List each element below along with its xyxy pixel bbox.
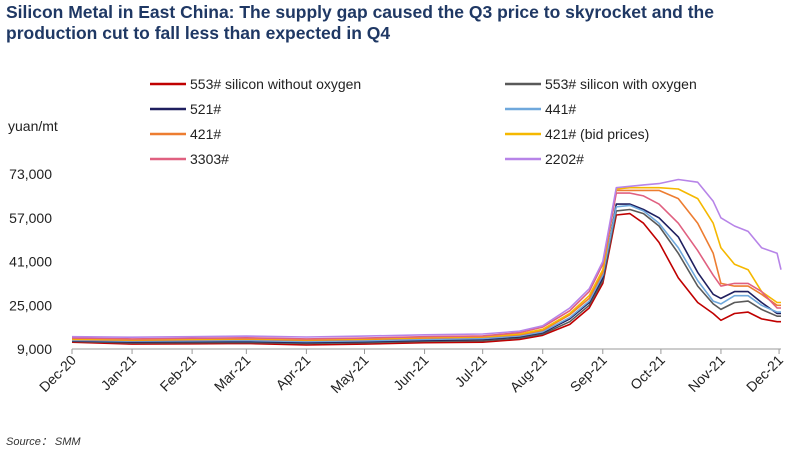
x-tick-label: Aug-21	[507, 352, 550, 395]
y-tick-label: 25,000	[9, 297, 52, 313]
plot-area	[71, 178, 782, 346]
x-tick-label: Dec-20	[36, 352, 79, 395]
x-tick-label: Oct-21	[627, 352, 668, 393]
legend-label: 553# silicon with oxygen	[545, 76, 697, 92]
x-tick-label: Jul-21	[452, 352, 490, 390]
legend-label: 441#	[545, 101, 576, 117]
series-line-8	[71, 178, 782, 339]
legend-label: 421# (bid prices)	[545, 126, 649, 142]
chart-legend: 553# silicon without oxygen 553# silicon …	[150, 76, 697, 167]
x-tick-label: Nov-21	[685, 352, 728, 395]
x-tick-label: Apr-21	[272, 352, 313, 393]
series-line-3	[71, 203, 781, 344]
y-axis-unit-label: yuan/mt	[8, 118, 58, 134]
series-line-6	[71, 186, 781, 341]
series-line-4	[71, 204, 781, 343]
x-tick-label: May-21	[327, 352, 371, 396]
legend-label: 553# silicon without oxygen	[190, 76, 361, 92]
y-axis: 9,000 25,000 41,000 57,000 73,000	[9, 166, 52, 357]
series-line-7	[71, 192, 781, 340]
legend-label: 2202#	[545, 151, 584, 167]
x-tick-label: Sep-21	[567, 352, 610, 395]
y-tick-label: 73,000	[9, 166, 52, 182]
x-tick-label: Mar-21	[211, 352, 254, 395]
legend-label: 3303#	[190, 151, 229, 167]
y-tick-label: 41,000	[9, 254, 52, 270]
y-tick-label: 9,000	[17, 341, 52, 357]
series-line-5	[71, 189, 781, 342]
source-note: Source： SMM	[6, 436, 81, 448]
x-tick-label: Jan-21	[98, 352, 140, 394]
series-line-2	[71, 208, 781, 345]
x-axis: Dec-20 Jan-21 Feb-21 Mar-21 Apr-21 May-21 Jun-…	[36, 348, 786, 396]
x-tick-label: Feb-21	[157, 352, 200, 395]
y-tick-label: 57,000	[9, 210, 52, 226]
x-tick-label: Jun-21	[390, 352, 432, 394]
chart-title: Silicon Metal in East China: The supply …	[6, 2, 714, 43]
x-tick-label: Dec-21	[743, 352, 786, 395]
legend-label: 421#	[190, 126, 221, 142]
legend-label: 521#	[190, 101, 221, 117]
